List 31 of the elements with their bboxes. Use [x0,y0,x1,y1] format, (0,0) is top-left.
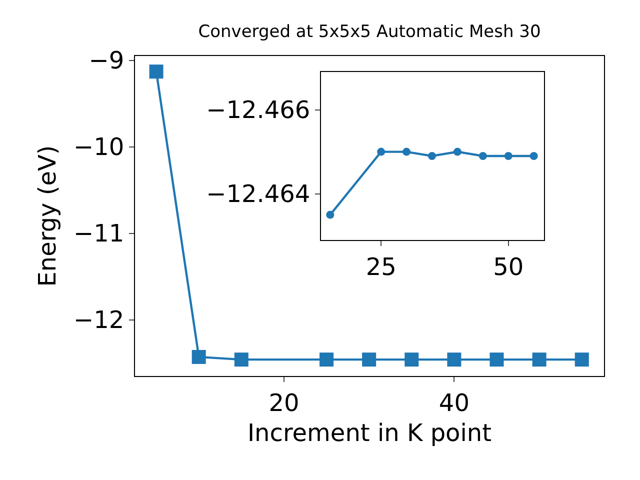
point [530,152,538,160]
point [402,148,411,156]
x-tick-label: 25 [366,252,396,281]
x-tick-label: 40 [438,388,470,417]
point [428,152,436,160]
y-axis-title: Energy (eV) [34,145,62,287]
point [478,152,487,160]
y-tick-label: −10 [74,133,124,162]
point [504,152,512,160]
y-tick-label: −9 [88,46,124,75]
point [192,350,206,364]
x-tick-label: 20 [268,388,300,417]
y-tick-label: −12.466 [206,96,310,124]
y-tick-label: −12 [74,306,124,334]
x-axis-title: Increment in K point [247,419,492,448]
point [377,148,386,156]
y-tick-label: −12.464 [206,180,310,208]
y-tick-label: −11 [74,220,124,248]
point [326,210,334,219]
chart-title: Converged at 5x5x5 Automatic Mesh 30 [198,22,541,42]
point [234,352,248,367]
x-tick-label: 50 [493,252,524,281]
point [362,352,376,367]
point [574,352,589,367]
point [404,352,419,367]
point [149,64,164,79]
point [490,352,504,367]
point [453,148,462,156]
point [532,352,546,367]
point [447,352,462,367]
point [320,352,334,367]
